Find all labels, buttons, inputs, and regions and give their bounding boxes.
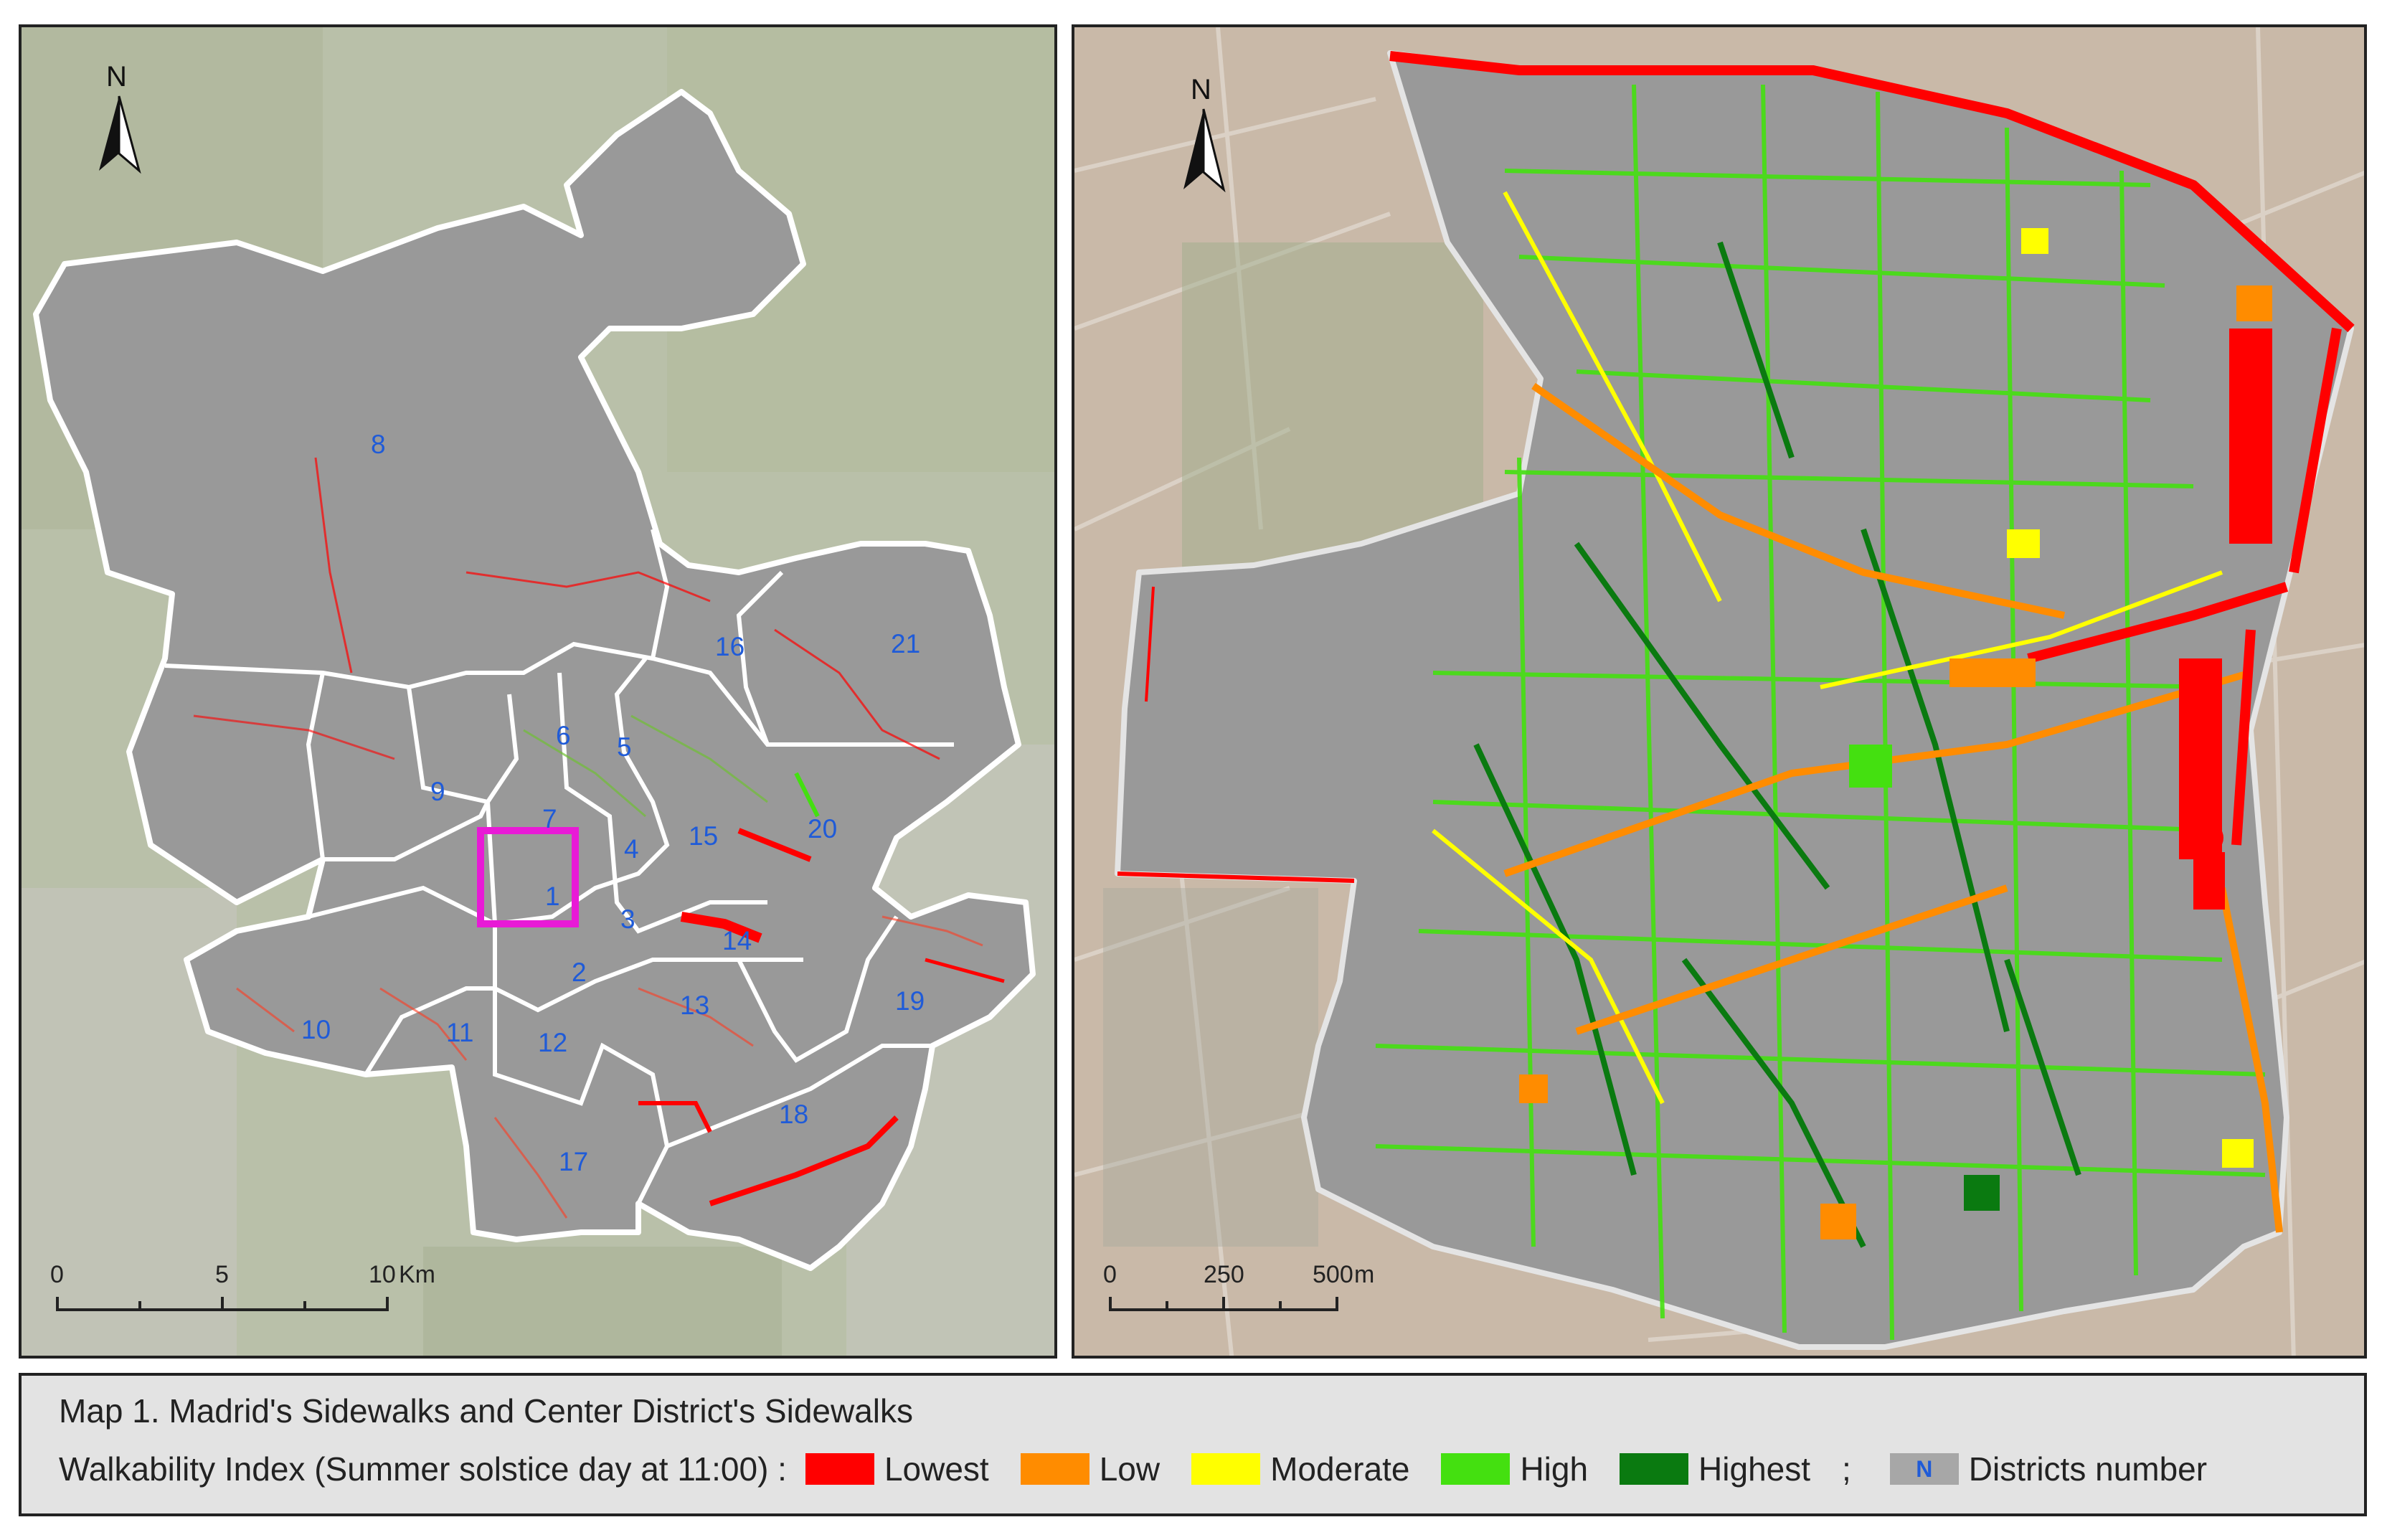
legend-item-districts: N Districts number bbox=[1889, 1450, 2208, 1488]
district-label: 9 bbox=[430, 777, 445, 806]
map-legend: Map 1. Madrid's Sidewalks and Center Dis… bbox=[19, 1373, 2367, 1516]
legend-label: High bbox=[1520, 1450, 1589, 1488]
scale-label-0: 0 bbox=[1103, 1261, 1117, 1288]
scale-unit: m bbox=[1354, 1261, 1374, 1288]
district-label: 13 bbox=[680, 991, 709, 1020]
legend-title: Map 1. Madrid's Sidewalks and Center Dis… bbox=[59, 1392, 914, 1430]
district-number-swatch: N bbox=[1889, 1453, 1959, 1485]
center-district-map: N 0 250 500 m bbox=[1072, 24, 2367, 1359]
madrid-overview-map: 1 2 3 4 5 6 7 8 9 10 11 12 13 14 15 16 1… bbox=[19, 24, 1057, 1359]
sidewalk-network bbox=[193, 457, 1005, 1219]
legend-label: Low bbox=[1099, 1450, 1161, 1488]
center-district-area bbox=[1115, 50, 2354, 1350]
scale-label-250: 250 bbox=[1204, 1261, 1244, 1288]
lowest-swatch bbox=[805, 1453, 874, 1485]
legend-label: Districts number bbox=[1968, 1450, 2208, 1488]
legend-label: Moderate bbox=[1270, 1450, 1410, 1488]
district-label: 12 bbox=[538, 1028, 567, 1057]
walkability-index-label: Walkability Index (Summer solstice day a… bbox=[59, 1450, 787, 1488]
madrid-map-svg: 1 2 3 4 5 6 7 8 9 10 11 12 13 14 15 16 1… bbox=[22, 27, 1054, 1356]
scale-bar: 0 250 500 m bbox=[1103, 1261, 1374, 1311]
legend-item-high: High bbox=[1441, 1450, 1588, 1488]
scale-label-0: 0 bbox=[50, 1261, 64, 1288]
legend-item-low: Low bbox=[1020, 1450, 1161, 1488]
madrid-city-area bbox=[33, 89, 1036, 1271]
scale-bar: 0 5 10 Km bbox=[50, 1261, 435, 1311]
district-label: 17 bbox=[559, 1147, 588, 1176]
scale-unit: Km bbox=[399, 1261, 435, 1288]
district-label: 11 bbox=[446, 1018, 473, 1047]
legend-separator: ; bbox=[1842, 1450, 1851, 1488]
moderate-swatch bbox=[1191, 1453, 1261, 1485]
district-labels: 1 2 3 4 5 6 7 8 9 10 11 12 13 14 15 16 1… bbox=[301, 430, 925, 1176]
north-label: N bbox=[106, 61, 127, 93]
center-sidewalk-network bbox=[1117, 51, 2355, 1341]
district-label: 4 bbox=[624, 834, 639, 864]
north-label: N bbox=[1191, 74, 1211, 105]
district-label: 1 bbox=[545, 882, 560, 911]
district-label: 18 bbox=[779, 1100, 808, 1129]
scale-label-500: 500 bbox=[1313, 1261, 1353, 1288]
legend-item-lowest: Lowest bbox=[805, 1450, 989, 1488]
district-label: 21 bbox=[891, 629, 920, 658]
high-swatch bbox=[1441, 1453, 1511, 1485]
center-district-highlight bbox=[477, 827, 579, 927]
district-label: 3 bbox=[620, 904, 635, 934]
district-label: 10 bbox=[301, 1015, 331, 1044]
scale-label-10: 10 bbox=[369, 1261, 396, 1288]
district-label: 19 bbox=[895, 986, 925, 1016]
district-label: 16 bbox=[715, 632, 745, 661]
highest-swatch bbox=[1620, 1453, 1689, 1485]
district-label: 15 bbox=[689, 821, 718, 851]
legend-item-highest: Highest bbox=[1620, 1450, 1810, 1488]
district-label: 5 bbox=[617, 732, 632, 762]
district-label: 20 bbox=[808, 814, 837, 844]
district-label: 14 bbox=[722, 926, 752, 955]
district-label: 2 bbox=[572, 958, 587, 987]
legend-row: Walkability Index (Summer solstice day a… bbox=[59, 1447, 2207, 1491]
legend-item-moderate: Moderate bbox=[1191, 1450, 1409, 1488]
low-swatch bbox=[1020, 1453, 1089, 1485]
center-map-svg: N 0 250 500 m bbox=[1074, 27, 2364, 1356]
north-arrow: N bbox=[99, 61, 141, 174]
district-label: 8 bbox=[371, 430, 386, 459]
legend-label: Highest bbox=[1698, 1450, 1811, 1488]
district-label: 6 bbox=[556, 721, 571, 750]
legend-label: Lowest bbox=[884, 1450, 989, 1488]
district-label: 7 bbox=[542, 804, 557, 833]
scale-label-5: 5 bbox=[215, 1261, 229, 1288]
north-arrow: N bbox=[1183, 74, 1226, 193]
